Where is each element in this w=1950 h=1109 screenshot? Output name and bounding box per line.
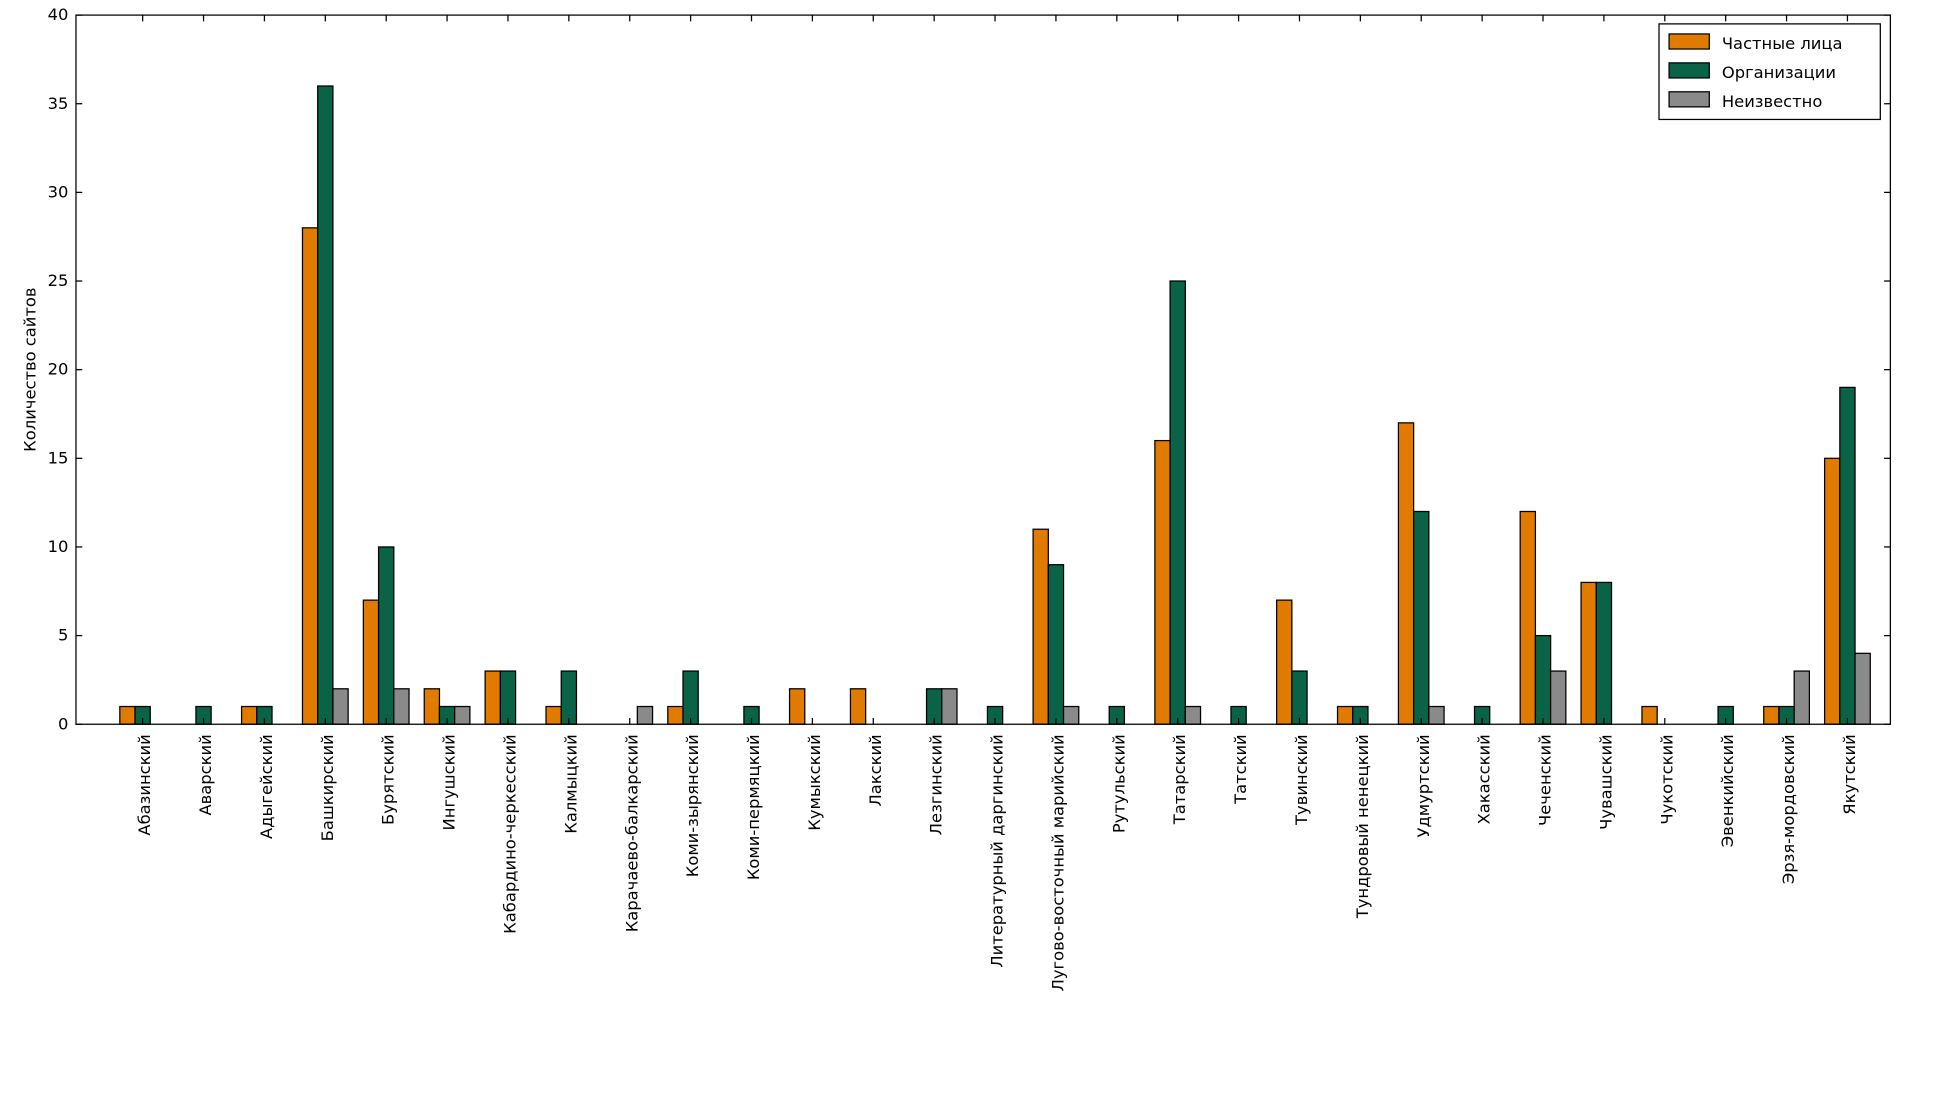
y-tick-label: 20 xyxy=(48,360,69,379)
x-tick-label: Коми-зырянский xyxy=(683,734,702,877)
bar xyxy=(1763,705,1780,725)
bar xyxy=(682,670,699,725)
x-tick-label: Чеченский xyxy=(1536,734,1555,826)
legend-swatch xyxy=(1668,62,1710,79)
bar xyxy=(499,670,517,725)
x-tick-label: Эвенкийский xyxy=(1718,734,1737,847)
legend-swatch xyxy=(1668,91,1710,108)
legend-label: Неизвестно xyxy=(1722,92,1822,111)
x-tick-label: Калмыцкий xyxy=(561,734,580,833)
bar xyxy=(362,599,380,725)
x-tick-label: Лезгинский xyxy=(927,734,946,835)
bar xyxy=(1823,457,1841,725)
x-tick-label: Карачаево-балкарский xyxy=(622,734,641,932)
x-tick-label: Аварский xyxy=(196,734,215,815)
x-tick-label: Кабардино-черкесский xyxy=(501,734,520,934)
x-tick-label: Ингушский xyxy=(440,734,459,830)
x-tick-label: Бурятский xyxy=(379,734,398,825)
legend: Частные лица Организации Неизвестно xyxy=(1658,23,1881,121)
bar xyxy=(1595,581,1613,725)
bar xyxy=(560,670,578,725)
x-tick-label: Башкирский xyxy=(318,734,337,841)
bar xyxy=(240,705,258,725)
plot-frame xyxy=(75,14,1891,725)
bar xyxy=(454,705,471,725)
y-tick-label: 40 xyxy=(48,5,69,24)
x-tick-label: Чувашский xyxy=(1596,734,1615,830)
x-tick-label: Литературный даргинский xyxy=(988,734,1007,967)
x-tick-label: Адыгейский xyxy=(257,734,276,839)
bar xyxy=(1397,422,1415,725)
legend-label: Организации xyxy=(1722,63,1836,82)
x-tick-label: Коми-пермяцкий xyxy=(744,734,763,880)
bar xyxy=(1154,439,1171,725)
x-tick-label: Лугово-восточный марийский xyxy=(1048,734,1067,991)
bar xyxy=(1519,510,1537,725)
x-tick-label: Татский xyxy=(1231,734,1250,805)
bar xyxy=(545,705,562,725)
x-tick-label: Рутульский xyxy=(1109,734,1128,833)
x-tick-label: Хакасский xyxy=(1475,734,1494,824)
legend-label: Частные лица xyxy=(1722,34,1843,53)
x-tick-label: Чукотский xyxy=(1657,734,1676,824)
bar xyxy=(1580,581,1597,725)
bar xyxy=(423,688,441,725)
bar xyxy=(317,85,334,725)
bar xyxy=(788,688,806,725)
bar xyxy=(1854,652,1871,725)
legend-swatch xyxy=(1668,33,1710,50)
y-tick-label: 30 xyxy=(48,182,69,201)
bar xyxy=(377,546,395,725)
bar xyxy=(1169,280,1186,725)
y-tick-label: 15 xyxy=(48,448,69,467)
bar xyxy=(1641,705,1658,725)
y-axis-label: Количество сайтов xyxy=(21,287,40,451)
bar xyxy=(1534,634,1552,725)
y-tick-label: 0 xyxy=(58,714,68,733)
bar xyxy=(484,670,501,725)
bar xyxy=(332,688,349,725)
bar xyxy=(1428,705,1445,725)
bar xyxy=(1336,705,1354,725)
bar xyxy=(1413,510,1430,725)
bar xyxy=(393,688,410,725)
y-tick-label: 5 xyxy=(58,626,68,645)
bar xyxy=(636,705,654,725)
x-tick-label: Лакский xyxy=(866,734,885,806)
bar xyxy=(667,705,684,725)
bar xyxy=(119,705,136,725)
bar xyxy=(1184,705,1202,725)
bar xyxy=(1032,528,1049,725)
bar xyxy=(1062,705,1080,725)
x-tick-label: Тувинский xyxy=(1292,734,1311,826)
bar xyxy=(1276,599,1293,725)
bar xyxy=(1839,386,1856,725)
bar xyxy=(1047,564,1065,725)
x-tick-label: Удмуртский xyxy=(1414,734,1433,837)
x-tick-label: Якутский xyxy=(1840,734,1859,814)
y-tick-label: 35 xyxy=(48,94,69,113)
bar xyxy=(301,227,319,725)
x-tick-label: Тундровый ненецкий xyxy=(1353,734,1372,919)
x-tick-label: Эрзя-мордовский xyxy=(1779,734,1798,884)
bar xyxy=(1291,670,1308,725)
bar xyxy=(849,688,867,725)
x-tick-label: Кумыкский xyxy=(805,734,824,830)
x-tick-label: Абазинский xyxy=(135,734,154,835)
y-tick-label: 25 xyxy=(48,271,69,290)
y-tick-label: 10 xyxy=(48,537,69,556)
bar xyxy=(1549,670,1567,725)
bar xyxy=(1793,670,1811,725)
x-tick-label: Татарский xyxy=(1170,734,1189,825)
bar xyxy=(941,688,958,725)
